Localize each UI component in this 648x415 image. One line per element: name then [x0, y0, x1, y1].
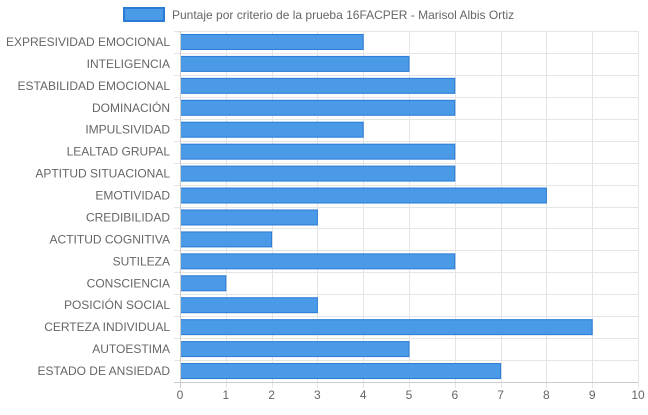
bar-9[interactable]	[180, 231, 273, 248]
category-label-13: CERTEZA INDIVIDUAL	[44, 320, 170, 334]
category-label-4: IMPULSIVIDAD	[85, 123, 170, 137]
category-label-3: DOMINACIÓN	[92, 100, 170, 115]
x-tick-labels: 0 1 2 3 4 5 6 7 8 9 10	[177, 388, 645, 402]
category-label-10: SUTILEZA	[113, 254, 170, 268]
x-tick-label-0: 0	[177, 388, 184, 402]
x-tick-label-10: 10	[631, 388, 645, 402]
category-label-6: APTITUD SITUACIONAL	[35, 167, 170, 181]
bar-15[interactable]	[180, 363, 502, 380]
category-label-15: ESTADO DE ANSIEDAD	[38, 364, 171, 378]
category-label-2: ESTABILIDAD EMOCIONAL	[18, 79, 171, 93]
category-label-9: ACTITUD COGNITIVA	[50, 232, 170, 246]
category-label-5: LEALTAD GRUPAL	[67, 145, 171, 159]
legend[interactable]: Puntaje por criterio de la prueba 16FACP…	[123, 7, 514, 22]
bar-5[interactable]	[180, 143, 456, 160]
bar-12[interactable]	[180, 297, 318, 314]
x-tick-label-9: 9	[589, 388, 596, 402]
category-label-7: EMOTIVIDAD	[95, 189, 170, 203]
category-label-11: CONSCIENCIA	[87, 276, 170, 290]
x-tick-label-6: 6	[451, 388, 458, 402]
x-tick-label-5: 5	[406, 388, 413, 402]
bars	[180, 33, 593, 380]
legend-label[interactable]: Puntaje por criterio de la prueba 16FACP…	[172, 8, 514, 22]
category-label-1: INTELIGENCIA	[87, 57, 170, 71]
bar-14[interactable]	[180, 341, 410, 358]
x-tick-label-2: 2	[268, 388, 275, 402]
bar-1[interactable]	[180, 55, 410, 72]
bar-7[interactable]	[180, 187, 547, 204]
bar-4[interactable]	[180, 121, 364, 138]
x-tick-label-4: 4	[360, 388, 367, 402]
bar-3[interactable]	[180, 99, 456, 116]
x-tick-label-7: 7	[497, 388, 504, 402]
category-label-0: EXPRESIVIDAD EMOCIONAL	[6, 35, 170, 49]
bar-8[interactable]	[180, 209, 318, 226]
category-label-14: AUTOESTIMA	[92, 342, 170, 356]
bar-6[interactable]	[180, 165, 456, 182]
bar-10[interactable]	[180, 253, 456, 270]
category-labels: EXPRESIVIDAD EMOCIONAL INTELIGENCIA ESTABI…	[6, 35, 170, 378]
legend-swatch[interactable]	[123, 7, 165, 22]
x-tick-label-3: 3	[314, 388, 321, 402]
category-label-12: POSICIÓN SOCIAL	[64, 297, 170, 312]
bar-2[interactable]	[180, 77, 456, 94]
bar-0[interactable]	[180, 33, 364, 50]
x-tick-label-1: 1	[222, 388, 229, 402]
x-tick-label-8: 8	[543, 388, 550, 402]
category-label-8: CREDIBILIDAD	[86, 210, 170, 224]
bar-13[interactable]	[180, 319, 593, 336]
bar-11[interactable]	[180, 275, 227, 292]
